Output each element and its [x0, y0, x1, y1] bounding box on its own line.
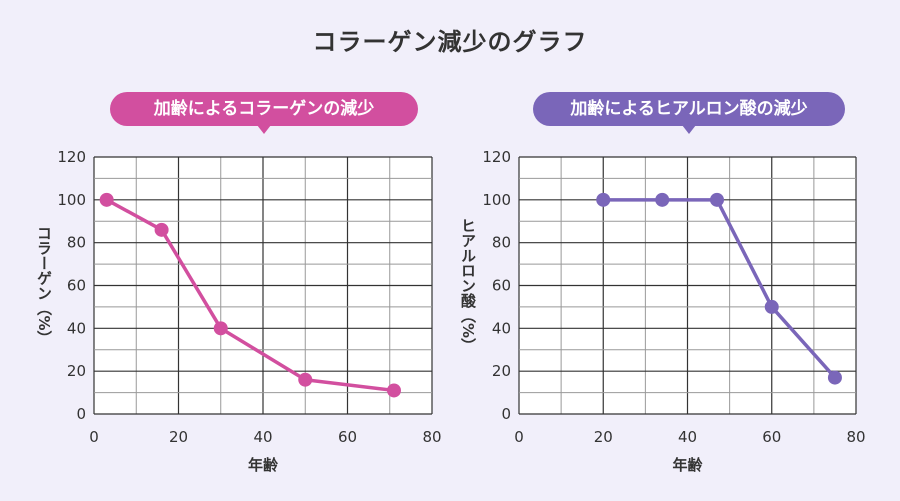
y-axis-label: コラーゲン（%）: [35, 225, 53, 345]
x-tick-label: 80: [422, 428, 441, 446]
y-axis-label: ヒアルロン酸（%）: [459, 218, 477, 353]
x-tick-label: 20: [169, 428, 188, 446]
y-tick-label: 0: [501, 405, 511, 423]
hyaluronic-chart-title: 加齢によるヒアルロン酸の減少: [533, 92, 845, 134]
y-tick-label: 100: [482, 191, 511, 209]
x-axis-label: 年齢: [248, 456, 279, 474]
y-tick-label: 80: [492, 234, 511, 252]
data-point: [154, 222, 169, 237]
chart-1: 0 20 40 60 80 0 20 40 60 80 100 120 年齢 ヒアルロン酸（%）: [459, 148, 866, 474]
collagen-chart-title: 加齢によるコラーゲンの減少: [110, 92, 418, 134]
x-tick-label: 0: [89, 428, 99, 446]
data-point: [764, 299, 779, 314]
y-tick-label: 100: [57, 191, 86, 209]
y-tick-label: 60: [67, 277, 86, 295]
x-tick-label: 80: [846, 428, 865, 446]
page-title: コラーゲン減少のグラフ: [312, 28, 588, 56]
data-point: [596, 192, 611, 207]
y-tick-label: 40: [492, 319, 511, 337]
data-point: [827, 370, 842, 385]
data-point: [99, 192, 114, 207]
data-point: [655, 192, 670, 207]
y-tick-label: 40: [67, 319, 86, 337]
y-tick-label: 60: [492, 277, 511, 295]
y-tick-label: 20: [67, 362, 86, 380]
data-point: [386, 383, 401, 398]
x-tick-label: 40: [678, 428, 697, 446]
x-tick-label: 60: [762, 428, 781, 446]
chart-0: 0 20 40 60 80 0 20 40 60 80 100 120 年齢 コラーゲン（%）: [35, 148, 442, 474]
x-tick-label: 20: [594, 428, 613, 446]
x-tick-label: 60: [338, 428, 357, 446]
x-axis-label: 年齢: [672, 456, 703, 474]
y-tick-label: 120: [482, 148, 511, 166]
x-tick-label: 0: [514, 428, 524, 446]
x-tick-label: 40: [253, 428, 272, 446]
data-point: [298, 372, 313, 387]
y-tick-label: 0: [76, 405, 86, 423]
y-tick-label: 20: [492, 362, 511, 380]
y-tick-label: 80: [67, 234, 86, 252]
y-tick-label: 120: [57, 148, 86, 166]
data-point: [213, 321, 228, 336]
data-point: [709, 192, 724, 207]
